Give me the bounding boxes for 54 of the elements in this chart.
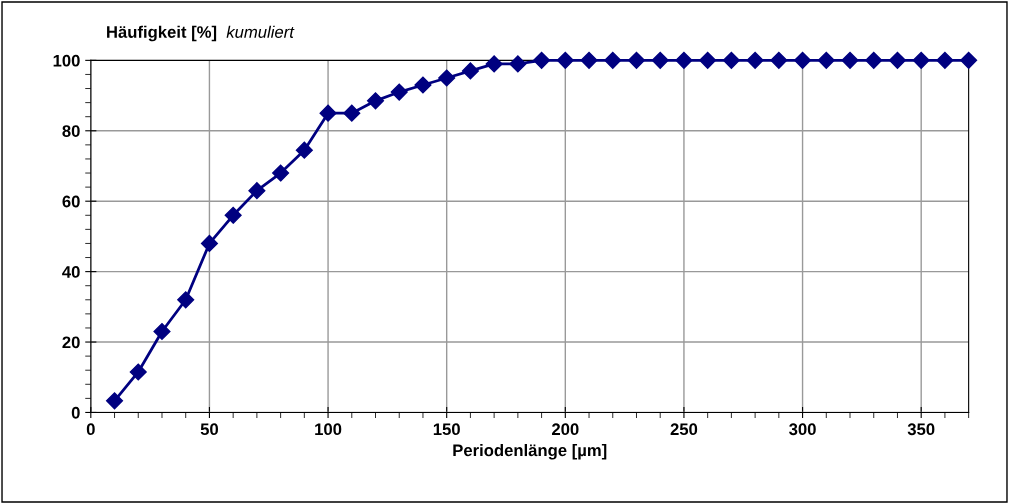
point [224, 206, 242, 224]
point [888, 51, 907, 69]
point [936, 51, 954, 69]
point [105, 392, 124, 410]
point [248, 182, 266, 200]
x-tick-label: 50 [200, 423, 219, 436]
point [485, 55, 503, 73]
point [295, 141, 313, 159]
x-tick-label: 100 [315, 423, 342, 436]
point [675, 51, 693, 69]
point [129, 363, 147, 381]
point [461, 62, 479, 80]
point [200, 234, 218, 253]
x-tick-label: 300 [789, 423, 816, 436]
point [770, 51, 788, 69]
point [960, 51, 978, 69]
point [841, 51, 859, 69]
x-tick-label: 250 [670, 423, 698, 436]
point [509, 55, 527, 73]
y-tick-label: 0 [71, 406, 80, 419]
chart-subtitle: kumuliert [226, 25, 295, 38]
chart-title: Häufigkeit [%] [107, 25, 217, 42]
point [912, 51, 930, 69]
point [414, 76, 432, 94]
point [722, 51, 740, 69]
x-tick-label: 200 [551, 423, 579, 436]
point [604, 51, 622, 69]
point [533, 51, 551, 69]
point [438, 69, 456, 87]
point [580, 51, 598, 69]
x-tick-label: 150 [433, 423, 460, 436]
y-tick-label: 80 [62, 125, 80, 137]
point [153, 322, 171, 341]
point [319, 104, 337, 122]
point [817, 51, 835, 69]
x-tick-label: 0 [86, 423, 95, 436]
point [390, 83, 408, 101]
point [627, 51, 646, 69]
x-tick-label: 350 [907, 423, 935, 436]
point [699, 51, 717, 69]
point [272, 164, 290, 182]
point [651, 51, 669, 69]
point [343, 104, 361, 122]
y-tick-label: 40 [62, 266, 80, 278]
point [794, 51, 812, 69]
y-tick-label: 60 [62, 195, 80, 208]
x-axis-title: Periodenlänge [µm] [453, 443, 607, 460]
point [746, 51, 764, 69]
y-tick-label: 20 [62, 336, 80, 349]
point [177, 291, 195, 309]
point [865, 51, 883, 69]
point [556, 51, 574, 69]
point [366, 92, 385, 110]
y-tick-label: 100 [53, 54, 80, 67]
